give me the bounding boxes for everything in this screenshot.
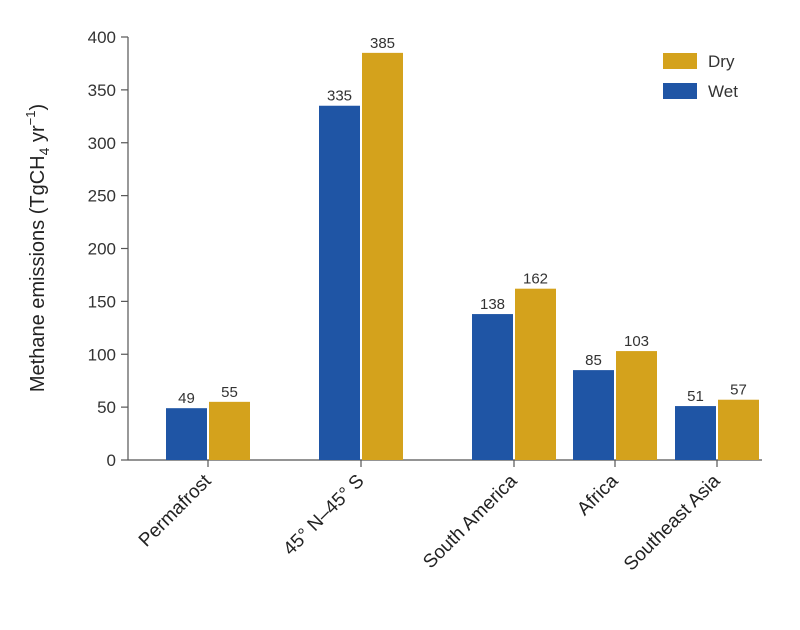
y-tick-label: 250: [88, 187, 116, 206]
y-axis: 0 50 100 150 200 250 300 350 400: [88, 28, 129, 470]
y-tick-label: 0: [107, 451, 116, 470]
y-tick-label: 100: [88, 345, 116, 364]
bar-wet: [472, 314, 513, 460]
bar-dry: [616, 351, 657, 460]
bar-value-label: 162: [523, 271, 548, 288]
x-tick-label: Africa: [573, 470, 622, 519]
bar-dry: [718, 399, 759, 460]
y-axis-title-prefix: Methane emissions (TgCH: [27, 155, 49, 392]
y-tick-label: 300: [88, 134, 116, 153]
bar-wet: [573, 370, 614, 460]
x-axis: Permafrost 45° N–45° S South America Africa…: [128, 459, 762, 575]
x-tick-label: 45° N–45° S: [279, 471, 368, 560]
bar-value-label: 385: [370, 35, 395, 52]
legend-label-wet: Wet: [708, 82, 738, 101]
x-tick-label: Southeast Asia: [620, 470, 725, 575]
bar-value-label: 85: [585, 352, 602, 369]
y-axis-title-suffix: ): [27, 104, 49, 111]
bar-value-label: 335: [327, 88, 352, 105]
y-axis-title-superscript: −1: [23, 111, 38, 126]
legend: Dry Wet: [663, 52, 738, 101]
bar-dry: [515, 288, 556, 460]
bar-value-label: 103: [624, 333, 649, 350]
y-tick-label: 150: [88, 292, 116, 311]
bar-dry: [209, 401, 250, 460]
y-tick-label: 350: [88, 81, 116, 100]
bar-value-label: 138: [480, 296, 505, 313]
y-axis-title-subscript: 4: [36, 147, 52, 155]
y-axis-title-mid: yr: [27, 125, 49, 148]
bar-value-label: 51: [687, 388, 704, 405]
y-axis-title: Methane emissions (TgCH4 yr−1): [23, 104, 52, 392]
bar-value-label: 57: [730, 382, 747, 399]
legend-label-dry: Dry: [708, 52, 735, 71]
y-tick-label: 400: [88, 28, 116, 47]
bar-dry: [362, 52, 403, 461]
bar-wet: [319, 105, 360, 461]
y-tick-label: 200: [88, 240, 116, 259]
y-tick-label: 50: [97, 398, 116, 417]
bar-wet: [675, 406, 716, 460]
x-tick-label: Permafrost: [135, 470, 216, 551]
bar-value-label: 55: [221, 384, 238, 401]
legend-swatch-wet: [663, 83, 697, 99]
bar-wet: [166, 408, 207, 460]
bars: 49 335 138 85 51 55 385 162 103 57: [166, 35, 759, 461]
x-tick-label: South America: [419, 470, 522, 573]
bar-value-label: 49: [178, 390, 195, 407]
legend-swatch-dry: [663, 53, 697, 69]
